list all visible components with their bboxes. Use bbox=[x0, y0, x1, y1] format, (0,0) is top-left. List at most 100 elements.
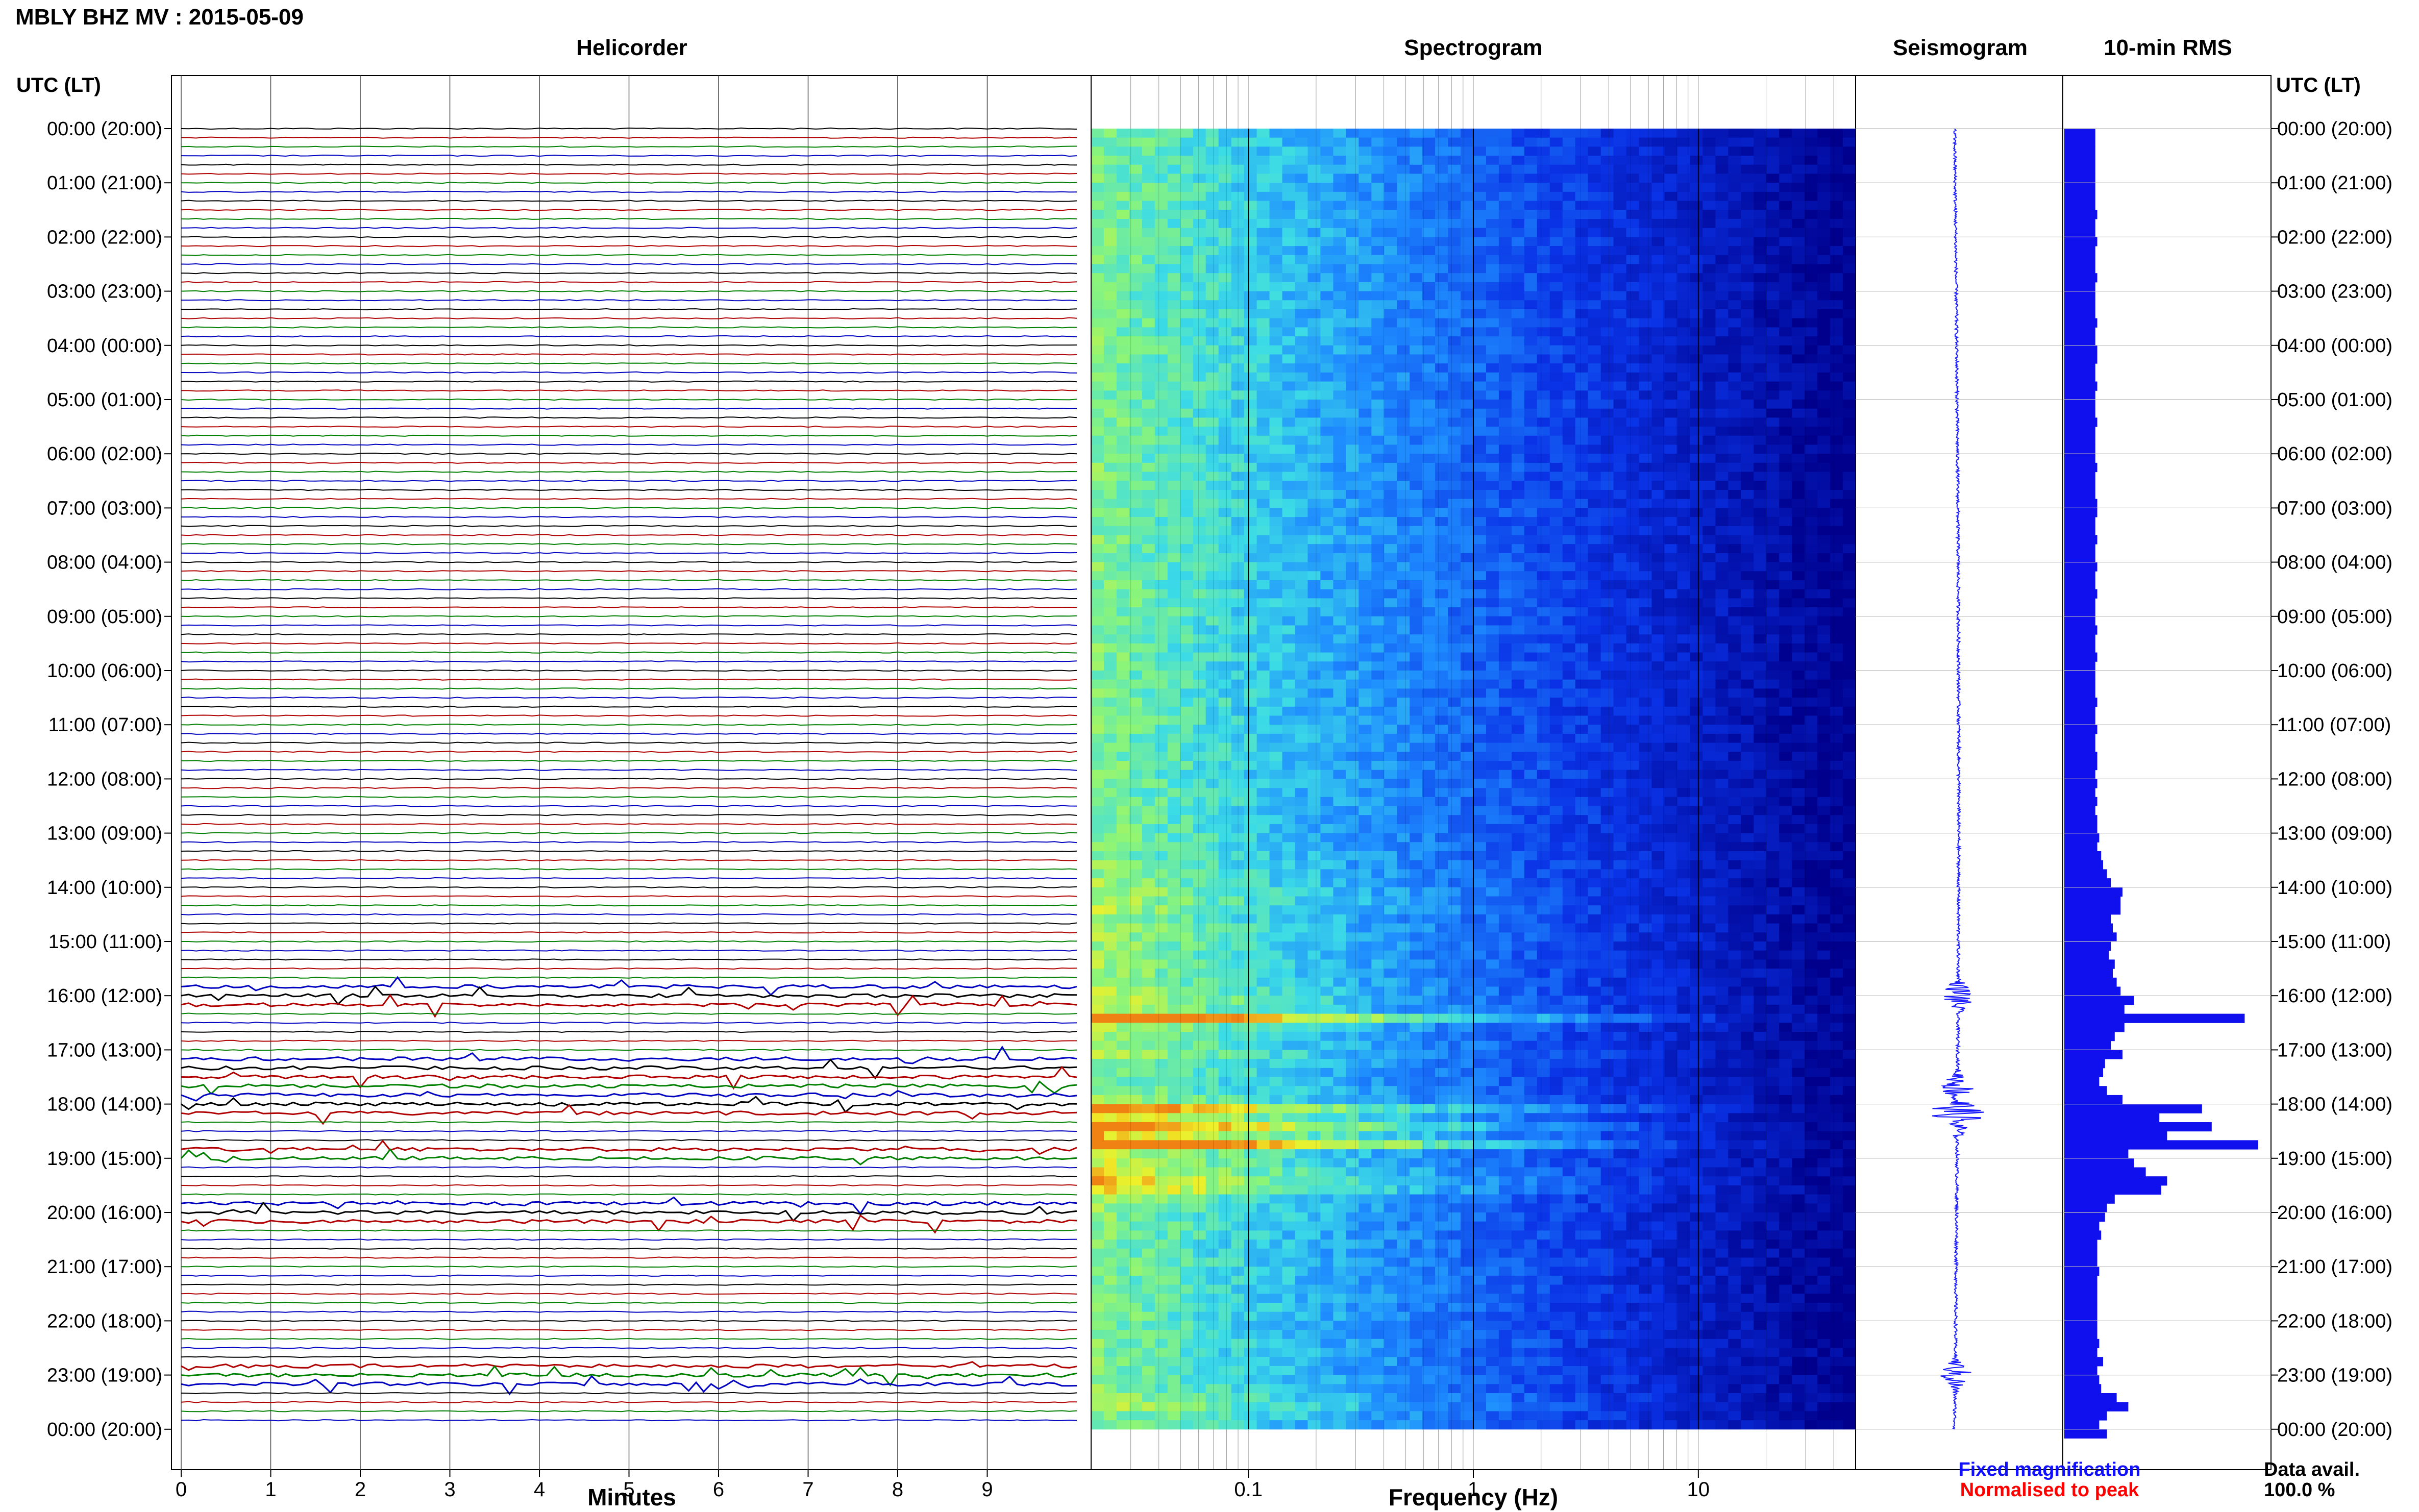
spectrogram-cell bbox=[1651, 472, 1665, 481]
spectrogram-cell bbox=[1741, 390, 1754, 400]
spectrogram-cell bbox=[1448, 400, 1461, 409]
spectrogram-cell bbox=[1600, 255, 1614, 264]
spectrogram-cell bbox=[1422, 508, 1436, 517]
spectrogram-cell bbox=[1817, 381, 1831, 391]
spectrogram-cell bbox=[1588, 327, 1601, 337]
spectrogram-cell bbox=[1664, 815, 1677, 825]
spectrogram-cell bbox=[1346, 589, 1359, 599]
spectrogram-cell bbox=[1588, 643, 1601, 653]
spectrogram-cell bbox=[1218, 427, 1232, 436]
spectrogram-cell bbox=[1104, 589, 1117, 599]
spectrogram-cell bbox=[1205, 191, 1219, 202]
spectrogram-cell bbox=[1346, 129, 1359, 138]
spectrogram-cell bbox=[1116, 291, 1130, 301]
spectrogram-cell bbox=[1193, 255, 1206, 264]
spectrogram-cell bbox=[1562, 400, 1576, 409]
spectrogram-cell bbox=[1690, 598, 1703, 608]
spectrogram-cell bbox=[1754, 842, 1767, 852]
spectrogram-cell bbox=[1600, 427, 1614, 436]
spectrogram-cell bbox=[1626, 553, 1640, 563]
spectrogram-cell bbox=[1295, 679, 1308, 689]
spectrogram-cell bbox=[1639, 671, 1652, 680]
spectrogram-cell bbox=[1180, 472, 1194, 481]
spectrogram-cell bbox=[1397, 770, 1410, 779]
spectrogram-cell bbox=[1473, 797, 1487, 806]
spectrogram-cell bbox=[1715, 553, 1729, 563]
spectrogram-cell bbox=[1843, 752, 1856, 761]
spectrogram-cell bbox=[1422, 336, 1436, 346]
spectrogram-cell bbox=[1129, 842, 1143, 852]
spectrogram-cell bbox=[1320, 671, 1334, 680]
spectrogram-cell bbox=[1129, 219, 1143, 229]
spectrogram-cell bbox=[1129, 508, 1143, 517]
spectrogram-cell bbox=[1167, 129, 1181, 138]
spectrogram-cell bbox=[1371, 815, 1385, 825]
spectrogram-cell bbox=[1282, 327, 1295, 337]
spectrogram-cell bbox=[1498, 598, 1512, 608]
spectrogram-cell bbox=[1333, 490, 1346, 500]
spectrogram-cell bbox=[1766, 237, 1780, 246]
spectrogram-cell bbox=[1218, 661, 1232, 671]
spectrogram-cell bbox=[1218, 183, 1232, 192]
spectrogram-cell bbox=[1461, 688, 1474, 698]
spectrogram-cell bbox=[1231, 164, 1245, 174]
spectrogram-cell bbox=[1792, 733, 1805, 743]
spectrogram-cell bbox=[1843, 137, 1856, 147]
spectrogram-cell bbox=[1792, 571, 1805, 581]
spectrogram-cell bbox=[1422, 779, 1436, 788]
spectrogram-cell bbox=[1244, 472, 1257, 481]
spectrogram-cell bbox=[1295, 156, 1308, 165]
spectrogram-cell bbox=[1486, 598, 1499, 608]
spectrogram-cell bbox=[1142, 824, 1155, 834]
spectrogram-cell bbox=[1218, 164, 1232, 174]
spectrogram-cell bbox=[1702, 706, 1716, 716]
spectrogram-cell bbox=[1626, 797, 1640, 806]
spectrogram-cell bbox=[1562, 671, 1576, 680]
spectrogram-cell bbox=[1091, 173, 1104, 183]
spectrogram-cell bbox=[1537, 688, 1550, 698]
spectrogram-cell bbox=[1461, 643, 1474, 653]
spectrogram-cell bbox=[1142, 472, 1155, 481]
spectrogram-cell bbox=[1562, 146, 1576, 156]
spectrogram-cell bbox=[1129, 589, 1143, 599]
spectrogram-cell bbox=[1677, 408, 1690, 418]
spectrogram-cell bbox=[1129, 129, 1143, 138]
spectrogram-cell bbox=[1817, 408, 1831, 418]
spectrogram-cell bbox=[1524, 156, 1538, 165]
spectrogram-cell bbox=[1320, 390, 1334, 400]
spectrogram-cell bbox=[1269, 625, 1282, 635]
spectrogram-cell bbox=[1180, 264, 1194, 274]
spectrogram-cell bbox=[1384, 291, 1397, 301]
spectrogram-cell bbox=[1626, 643, 1640, 653]
spectrogram-cell bbox=[1817, 679, 1831, 689]
spectrogram-cell bbox=[1562, 499, 1576, 508]
spectrogram-cell bbox=[1754, 246, 1767, 256]
helicorder-trace bbox=[181, 353, 1077, 356]
spectrogram-cell bbox=[1359, 779, 1372, 788]
spectrogram-cell bbox=[1397, 571, 1410, 581]
spectrogram-cell bbox=[1359, 508, 1372, 517]
spectrogram-cell bbox=[1180, 752, 1194, 761]
spectrogram-cell bbox=[1193, 643, 1206, 653]
spectrogram-cell bbox=[1779, 526, 1792, 535]
spectrogram-cell bbox=[1269, 715, 1282, 725]
spectrogram-cell bbox=[1524, 535, 1538, 544]
spectrogram-cell bbox=[1549, 237, 1563, 246]
spectrogram-cell bbox=[1626, 671, 1640, 680]
spectrogram-cell bbox=[1231, 643, 1245, 653]
spectrogram-cell bbox=[1792, 354, 1805, 364]
spectrogram-cell bbox=[1664, 643, 1677, 653]
spectrogram-cell bbox=[1486, 318, 1499, 328]
helicorder-trace bbox=[181, 254, 1077, 256]
spectrogram-cell bbox=[1715, 571, 1729, 581]
spectrogram-cell bbox=[1792, 282, 1805, 292]
spectrogram-cell bbox=[1116, 372, 1130, 382]
spectrogram-cell bbox=[1371, 237, 1385, 246]
spectrogram-cell bbox=[1129, 806, 1143, 815]
spectrogram-cell bbox=[1511, 435, 1525, 445]
spectrogram-cell bbox=[1728, 201, 1741, 210]
spectrogram-cell bbox=[1218, 535, 1232, 544]
spectrogram-cell bbox=[1830, 372, 1843, 382]
spectrogram-cell bbox=[1626, 282, 1640, 292]
spectrogram-cell bbox=[1639, 616, 1652, 626]
